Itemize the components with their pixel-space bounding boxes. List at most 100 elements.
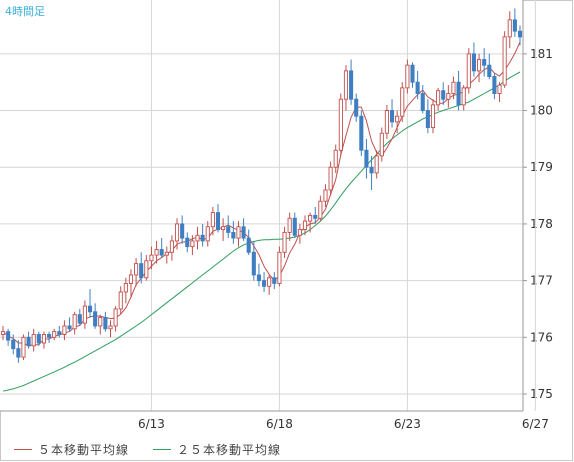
- candle-body: [497, 84, 502, 94]
- candle-body: [512, 19, 517, 32]
- candle-body: [93, 311, 98, 327]
- ma5-legend-label: ５本移動平均線: [38, 442, 130, 457]
- candle-body: [466, 53, 471, 89]
- ma5-legend-swatch: [14, 448, 32, 450]
- legend-item-ma5: ５本移動平均線: [14, 441, 129, 458]
- candle-body: [169, 240, 174, 253]
- candle-body: [507, 19, 512, 38]
- candle-body: [36, 334, 41, 344]
- candle-body: [262, 280, 267, 287]
- candle-body: [113, 308, 118, 327]
- candle-body: [430, 104, 436, 129]
- candle-body: [185, 237, 190, 248]
- candle-body: [98, 317, 103, 327]
- candle-body: [154, 248, 159, 256]
- y-tick-label: 177: [530, 274, 553, 288]
- x-tick-label: 6/27: [522, 417, 549, 431]
- candle-body: [441, 90, 446, 100]
- candle-body: [333, 149, 338, 168]
- candle-body: [226, 226, 231, 233]
- candle-body: [205, 226, 210, 242]
- candle-body: [159, 248, 164, 256]
- candle-body: [62, 325, 67, 335]
- candle-body: [425, 110, 430, 129]
- candle-body: [134, 263, 139, 276]
- candle-body: [343, 70, 349, 100]
- candle-body: [420, 93, 425, 111]
- candle-body: [282, 231, 287, 253]
- candle-body: [123, 282, 128, 293]
- candle-body: [87, 305, 93, 313]
- candle-body: [103, 317, 108, 330]
- candle-body: [246, 237, 251, 253]
- candle-body: [241, 226, 246, 239]
- candle-body: [77, 314, 82, 324]
- candle-body: [41, 334, 47, 344]
- candle-body: [389, 110, 395, 123]
- legend-item-ma25: ２５本移動平均線: [153, 441, 281, 458]
- candle-body: [128, 274, 134, 284]
- ma25-legend-label: ２５本移動平均線: [177, 442, 282, 457]
- candle-body: [384, 110, 389, 134]
- candle-body: [369, 166, 374, 174]
- y-tick-label: 176: [530, 330, 553, 344]
- candle-body: [338, 98, 343, 151]
- candle-body: [287, 217, 292, 233]
- x-tick-label: 6/18: [266, 417, 293, 431]
- candle-body: [292, 217, 297, 236]
- candle-body: [144, 260, 149, 279]
- candle-body: [364, 149, 369, 168]
- candle-body: [52, 331, 57, 338]
- candle-body: [410, 64, 415, 83]
- plot-area: [0, 0, 523, 411]
- candle-body: [395, 115, 400, 123]
- x-tick-label: 6/13: [138, 417, 165, 431]
- candle-body: [354, 98, 359, 117]
- y-tick-label: 175: [530, 387, 553, 401]
- candle-body: [302, 220, 308, 231]
- candle-body: [492, 76, 497, 94]
- candle-body: [313, 214, 318, 219]
- candle-body: [11, 339, 16, 350]
- candle-body: [200, 234, 205, 242]
- candle-body: [482, 59, 487, 66]
- candle-body: [72, 314, 77, 330]
- candle-body: [323, 189, 328, 202]
- candle-body: [272, 277, 277, 284]
- candle-body: [57, 331, 62, 335]
- candle-body: [328, 166, 333, 191]
- candle-body: [215, 212, 221, 231]
- candle-body: [349, 70, 354, 100]
- candle-body: [6, 331, 11, 341]
- candle-body: [436, 90, 441, 106]
- candle-body: [190, 240, 195, 248]
- candle-body: [379, 132, 384, 157]
- candle-body: [359, 115, 364, 151]
- candle-body: [400, 87, 405, 117]
- candle-body: [221, 226, 226, 231]
- y-tick-label: 181: [530, 47, 553, 61]
- candle-body: [487, 64, 492, 77]
- candle-body: [374, 155, 379, 174]
- candle-body: [308, 214, 313, 222]
- candle-body: [16, 348, 21, 358]
- candle-body: [446, 93, 451, 100]
- candle-body: [451, 81, 456, 94]
- x-tick-label: 6/23: [394, 417, 421, 431]
- candle-body: [471, 53, 476, 72]
- chart-title: 4時間足: [5, 5, 45, 18]
- candle-body: [297, 229, 302, 236]
- candle-body: [118, 291, 123, 310]
- candle-body: [195, 234, 200, 242]
- candle-body: [231, 231, 236, 239]
- candle-body: [476, 59, 482, 72]
- candle-body: [210, 212, 215, 228]
- legend: ５本移動平均線 ２５本移動平均線: [0, 437, 573, 461]
- candle-body: [236, 226, 241, 239]
- candle-body: [277, 251, 282, 284]
- candle-body: [164, 251, 169, 256]
- candle-body: [31, 334, 36, 347]
- candle-body: [174, 223, 180, 242]
- candle-body: [67, 325, 72, 330]
